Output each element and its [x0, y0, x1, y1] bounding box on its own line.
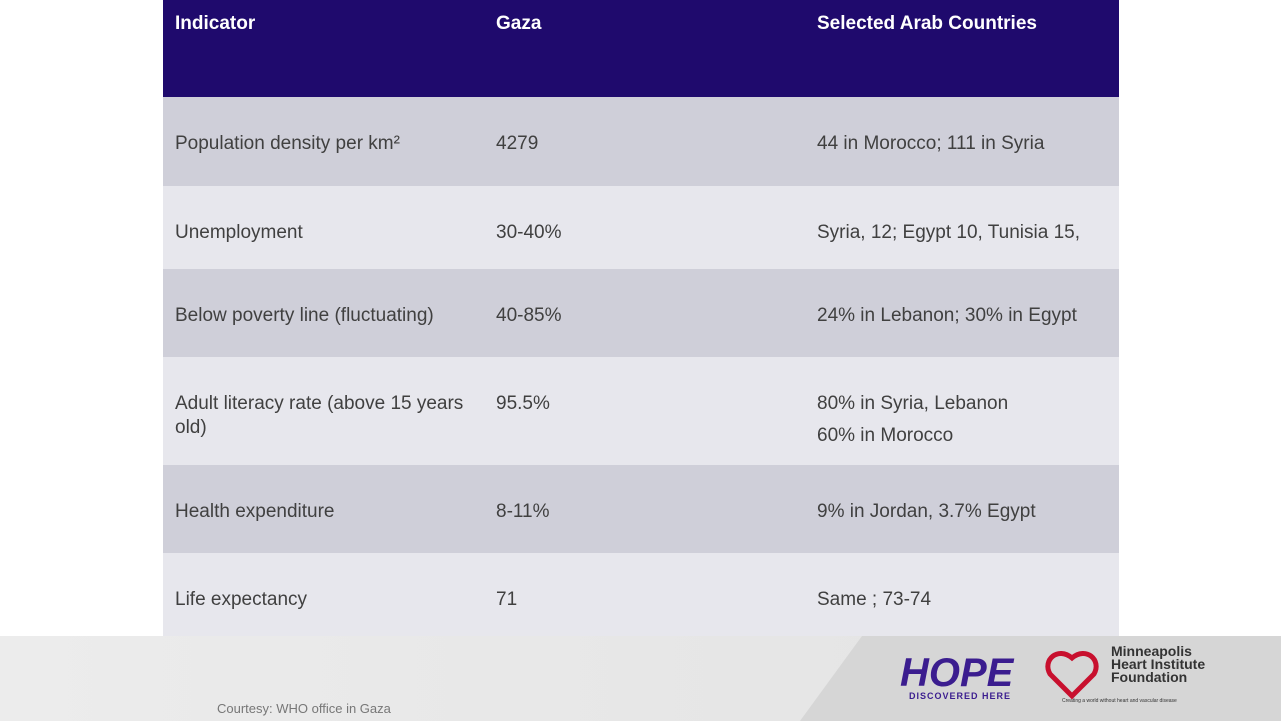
table-cell: Below poverty line (fluctuating): [163, 269, 484, 357]
header-cell: Indicator: [163, 0, 484, 97]
table-cell: Health expenditure: [163, 465, 484, 553]
courtesy: Courtesy: WHO office in Gaza: [217, 701, 392, 716]
table-cell: Life expectancy: [163, 553, 484, 636]
org-line: Minneapolis: [1111, 643, 1192, 659]
header-cell: Gaza: [484, 0, 805, 97]
table-cell: Population density per km²: [163, 97, 484, 186]
table-cell: 44 in Morocco; 111 in Syria: [805, 97, 1119, 186]
table-cell: Same ; 73-74: [805, 553, 1119, 636]
footer-band: Courtesy: WHO office in Gaza HOPE DISCOV…: [0, 636, 1281, 721]
hope-logo: HOPE: [900, 651, 1015, 695]
table-cell: 4279: [484, 97, 805, 186]
table-cell: 24% in Lebanon; 30% in Egypt: [805, 269, 1119, 357]
table-cell: Unemployment: [163, 186, 484, 269]
hope-tagline: DISCOVERED HERE: [909, 691, 1011, 701]
cell-line: 60% in Morocco: [817, 425, 954, 446]
table-cell: 71: [484, 553, 805, 636]
table-cell: 40-85%: [484, 269, 805, 357]
heart-icon: [1045, 650, 1099, 700]
header-cell: Selected Arab Countries: [805, 0, 1119, 97]
cell-line: 80% in Syria, Lebanon: [817, 393, 1009, 414]
footer-shape: [800, 636, 1281, 721]
table-cell: Adult literacy rate (above 15 years old): [163, 357, 484, 465]
table-cell: 9% in Jordan, 3.7% Egypt: [805, 465, 1119, 553]
org-line: Heart Institute: [1111, 656, 1205, 672]
table-cell: Syria, 12; Egypt 10, Tunisia 15,: [805, 186, 1119, 269]
table-cell: 30-40%: [484, 186, 805, 269]
table-cell: 8-11%: [484, 465, 805, 553]
table-cell: 95.5%: [484, 357, 805, 465]
table-cell: 80% in Syria, Lebanon 60% in Morocco: [805, 357, 1119, 465]
org-line: Foundation: [1111, 669, 1187, 685]
org-tagline: Creating a world without heart and vascu…: [1062, 698, 1177, 704]
